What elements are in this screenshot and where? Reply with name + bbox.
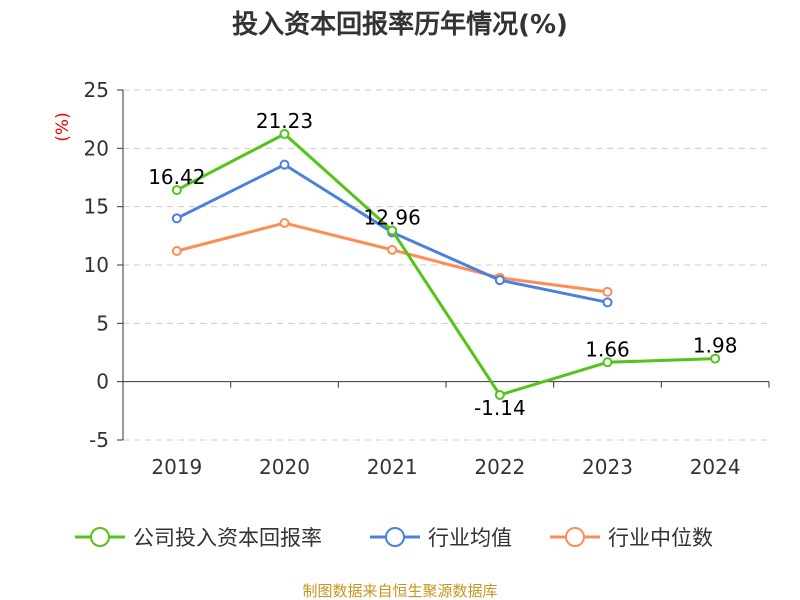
data-label: 16.42: [148, 165, 205, 189]
y-tick-label: 5: [96, 311, 109, 335]
data-point: [171, 185, 182, 196]
y-axis-label: (%): [53, 112, 73, 141]
data-label: 21.23: [256, 109, 313, 133]
y-tick-label: 15: [84, 195, 109, 219]
data-point: [494, 275, 505, 286]
data-point: [279, 159, 290, 170]
data-point: [602, 297, 613, 308]
series-line: [176, 132, 716, 397]
legend-label: 行业均值: [428, 526, 512, 550]
x-tick-label: 2023: [582, 455, 633, 479]
legend-marker-icon: [565, 527, 585, 547]
legend-label: 公司投入资本回报率: [133, 526, 322, 550]
x-tick-label: 2020: [259, 455, 310, 479]
legend-label: 行业中位数: [608, 526, 713, 550]
source-note: 制图数据来自恒生聚源数据库: [302, 582, 497, 600]
data-point: [279, 218, 290, 228]
legend-item: 行业均值: [370, 526, 512, 550]
y-tick-label: 0: [96, 370, 109, 394]
legend-marker-icon: [385, 527, 405, 547]
data-label: 1.66: [585, 337, 630, 361]
y-tick-label: -5: [89, 428, 109, 452]
x-tick-label: 2019: [151, 455, 202, 479]
data-label: 12.96: [364, 205, 421, 229]
y-tick-label: 20: [84, 136, 109, 160]
data-point: [602, 286, 613, 297]
data-point: [494, 389, 505, 400]
data-point: [387, 244, 398, 255]
x-tick-label: 2021: [367, 455, 418, 479]
data-label: -1.14: [474, 396, 526, 420]
data-point: [171, 246, 182, 256]
legend-item: 公司投入资本回报率: [75, 526, 322, 550]
data-label: 1.98: [693, 334, 738, 358]
data-point: [171, 213, 182, 224]
legend-item: 行业中位数: [550, 526, 713, 550]
y-tick-label: 25: [84, 78, 109, 102]
legend-marker-icon: [90, 527, 110, 547]
data-point: [710, 353, 721, 364]
data-point: [602, 357, 613, 368]
x-tick-label: 2024: [690, 455, 741, 479]
chart-title: 投入资本回报率历年情况(%): [232, 9, 568, 40]
data-point: [387, 225, 398, 236]
data-point: [279, 128, 290, 139]
x-tick-label: 2022: [474, 455, 525, 479]
y-tick-label: 10: [84, 253, 109, 277]
